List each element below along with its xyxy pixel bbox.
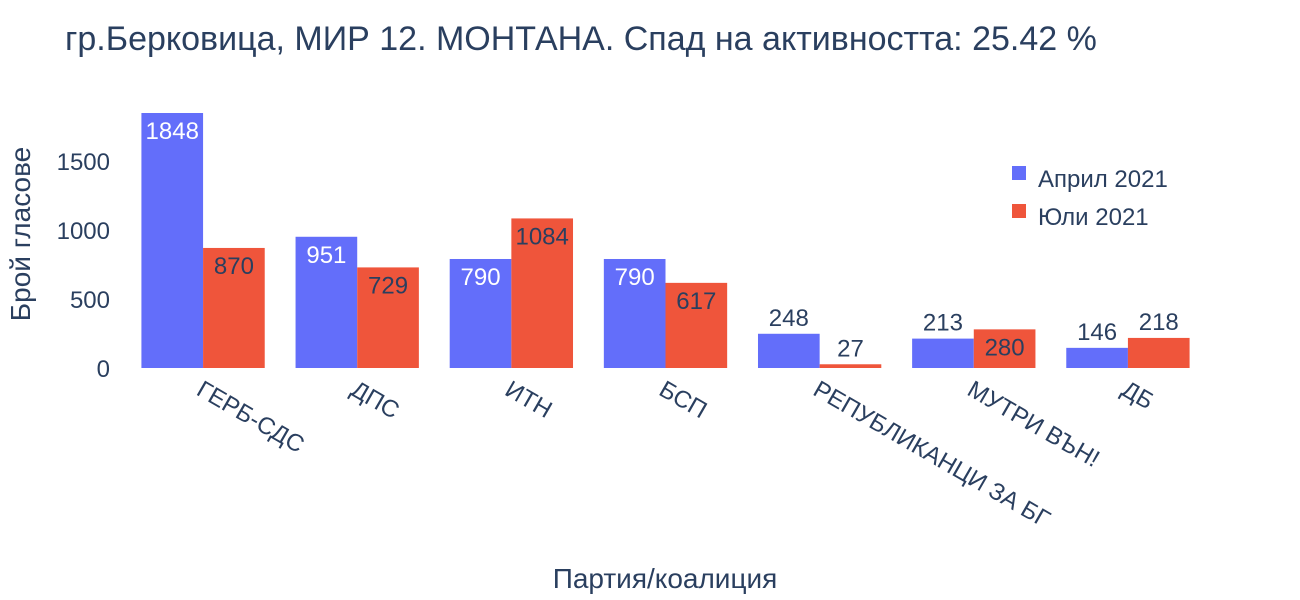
legend-label: Април 2021 (1038, 166, 1168, 193)
chart-title: гр.Берковица, МИР 12. МОНТАНА. Спад на а… (65, 20, 1097, 58)
bar (973, 329, 1036, 368)
bar (295, 236, 358, 368)
x-tick-label: ИТН (500, 376, 556, 424)
bar-value-label: 870 (214, 253, 254, 280)
bar (449, 258, 512, 368)
bar-value-label: 280 (985, 334, 1025, 361)
y-tick-label: 0 (97, 356, 110, 383)
legend-swatch (1012, 166, 1026, 180)
bar-value-label: 146 (1077, 319, 1117, 346)
legend-label: Юли 2021 (1038, 204, 1149, 231)
bar (819, 364, 882, 368)
x-axis-title: Партия/коалиция (553, 563, 778, 594)
legend: Април 2021 Юли 2021 (1012, 166, 1168, 231)
bar (357, 267, 419, 368)
bar (141, 113, 204, 368)
bars-group (141, 113, 1190, 368)
x-tick-label: БСП (655, 376, 712, 424)
y-axis-title: Брой гласове (5, 147, 36, 321)
bar-value-label: 27 (837, 335, 864, 362)
bar (511, 218, 574, 368)
bar-value-label: 1084 (515, 223, 568, 250)
y-tick-label: 1500 (57, 149, 110, 176)
y-axis-ticks: 0 500 1000 1500 (57, 149, 110, 383)
legend-swatch (1012, 204, 1026, 218)
x-tick-label: МУТРИ ВЪН! (963, 376, 1104, 473)
bar-value-label: 218 (1139, 309, 1179, 336)
bar-labels-group: 1848 870 951 729 790 1084 790 617 248 27 213 280 146… (146, 118, 1179, 362)
x-tick-label: ДБ (1117, 376, 1158, 415)
bar-value-label: 248 (769, 305, 809, 332)
x-axis-ticks: ГЕРБ-СДС ДПС ИТН БСП РЕПУБЛИКАНЦИ ЗА БГМУТРИ… (192, 376, 1158, 533)
bar-value-label: 213 (923, 310, 963, 337)
bar (665, 282, 728, 368)
bar (603, 258, 666, 368)
bar (203, 247, 265, 368)
bar (912, 338, 974, 368)
bar-value-label: 1848 (146, 118, 199, 145)
bar (757, 333, 820, 368)
bar-value-label: 951 (306, 242, 346, 269)
bar-value-label: 729 (368, 272, 408, 299)
x-tick-label: ДПС (346, 376, 404, 425)
x-tick-label: ГЕРБ-СДС (192, 376, 309, 459)
bar-value-label: 790 (615, 264, 655, 291)
bar-value-label: 790 (461, 264, 501, 291)
bar (1066, 347, 1128, 368)
bar (1127, 337, 1190, 368)
bar-value-label: 617 (676, 288, 716, 315)
y-tick-label: 500 (70, 287, 110, 314)
y-tick-label: 1000 (57, 218, 110, 245)
